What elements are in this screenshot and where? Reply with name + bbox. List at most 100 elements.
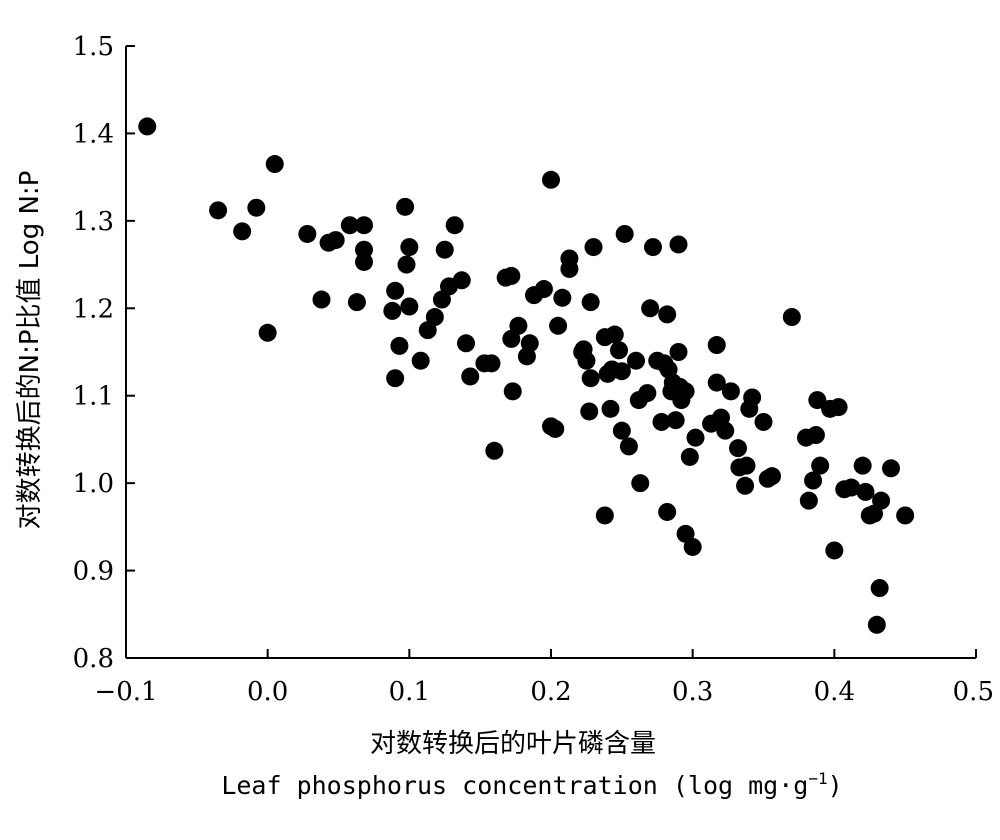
data-point [546,419,565,438]
data-point [502,266,521,285]
data-point [896,506,915,525]
data-point [340,216,359,235]
data-point [542,170,560,189]
x-tick-label: 0.5 [953,677,994,707]
data-point [520,334,539,353]
data-point [425,308,444,327]
data-point [676,382,695,401]
data-point [581,293,600,312]
x-axis-title-en-main: Leaf phosphorus concentration (log mg·g [221,771,808,800]
data-point [615,224,634,243]
data-point [619,437,638,456]
data-point [707,373,726,392]
data-point [233,222,252,241]
data-point [411,351,430,370]
data-point [658,502,677,521]
data-point [867,615,886,634]
y-tick-label: 1.4 [73,119,114,149]
data-point [729,439,747,458]
data-point [612,421,631,440]
data-point [680,447,699,466]
data-point [258,323,277,342]
data-point [386,281,405,300]
x-tick-label: 0.1 [389,677,430,707]
data-point [666,411,685,430]
data-point [595,506,614,525]
data-point [534,280,553,299]
data-point [452,271,471,290]
data-point [482,354,501,373]
y-ticks: 0.8 0.9 1.0 1.1 1.2 1.3 1.4 1.5 [73,32,135,674]
data-point [808,391,827,410]
x-axis-title: 对数转换后的叶片磷含量 [370,729,656,759]
data-point [804,471,823,490]
data-point [856,482,875,501]
data-point [605,325,624,344]
y-tick-label: 0.9 [73,557,114,587]
data-point [882,459,900,478]
y-tick-label: 1.0 [73,469,114,499]
data-point [485,441,504,460]
data-point [461,367,480,386]
x-tick-label: 0.0 [247,677,288,707]
data-point [842,478,861,497]
data-point [799,491,818,510]
data-point [390,336,409,355]
data-point [721,382,740,401]
data-point [872,491,891,510]
data-point [383,301,402,320]
data-point [669,235,688,254]
data-point [247,198,266,217]
x-tick-label: −0.1 [94,677,157,707]
data-point [829,398,848,417]
data-point [707,336,726,355]
data-point [743,388,762,407]
data-point [658,305,677,324]
data-point [641,299,660,318]
axes [125,46,976,659]
data-point [549,316,568,335]
data-point [870,579,889,598]
data-point [644,238,662,257]
data-point [265,155,284,174]
data-point [445,216,464,235]
data-point [601,399,620,418]
data-point [581,369,600,388]
data-points [138,117,915,634]
y-tick-label: 1.5 [73,32,114,62]
data-point [355,216,373,235]
data-point [435,240,454,259]
data-point [577,351,596,370]
y-tick-label: 1.2 [73,294,114,324]
x-axis-title-en-close: ) [828,771,843,800]
data-point [509,316,528,335]
data-point [683,537,702,556]
data-point [560,259,579,278]
y-tick-label: 1.3 [73,207,114,237]
x-ticks: −0.1 0.0 0.1 0.2 0.3 0.4 0.5 [94,649,994,707]
x-tick-label: 0.4 [814,677,855,707]
data-point [584,238,603,257]
data-point [298,224,317,243]
data-point [138,117,157,136]
data-point [763,467,781,486]
x-axis-title-en: Leaf phosphorus concentration (log mg·g−… [221,769,842,800]
data-point [669,343,688,361]
data-point [457,334,475,353]
data-point [737,456,756,475]
data-point [580,402,599,421]
data-point [652,412,671,431]
data-point [400,297,419,316]
data-point [326,231,345,250]
data-point [386,369,405,388]
y-axis-title: 对数转换后的N:P比值 Log N:P [15,171,45,530]
data-point [811,456,830,475]
data-point [686,428,705,447]
x-axis-title-en-sup: −1 [808,769,827,788]
y-tick-label: 0.8 [73,644,114,674]
data-point [631,474,650,493]
data-point [825,541,844,560]
data-point [397,255,416,274]
x-tick-label: 0.3 [672,677,713,707]
